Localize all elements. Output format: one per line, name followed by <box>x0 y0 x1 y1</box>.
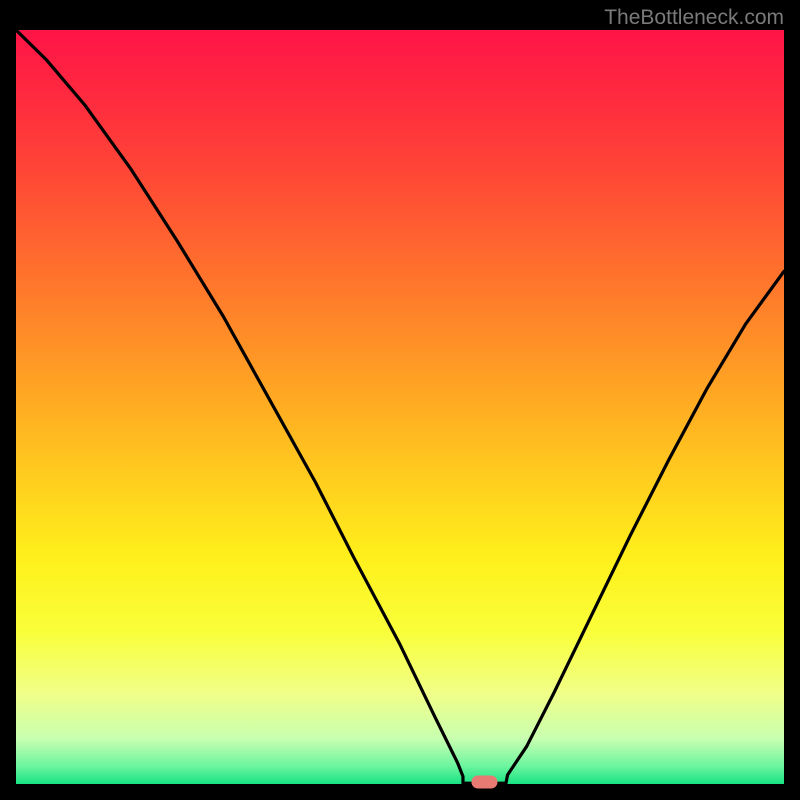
bottleneck-chart <box>0 0 800 800</box>
optimum-marker <box>471 776 497 789</box>
chart-container: TheBottleneck.com <box>0 0 800 800</box>
watermark-text: TheBottleneck.com <box>604 6 784 30</box>
plot-background <box>16 30 784 784</box>
